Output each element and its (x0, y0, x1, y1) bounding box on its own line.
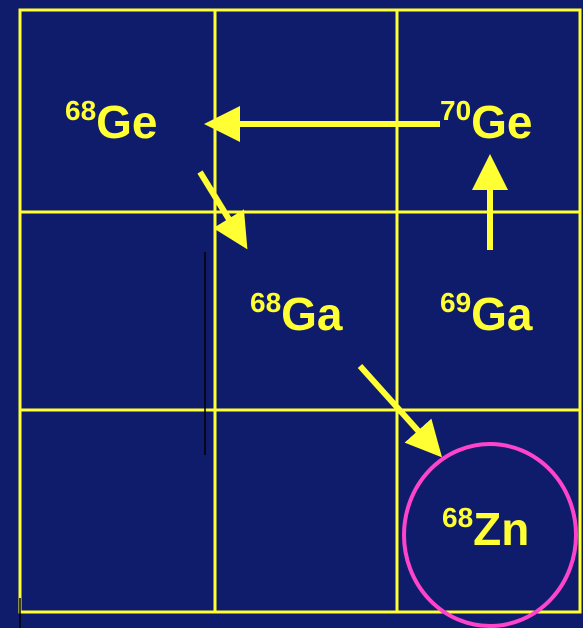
mass-number: 70 (440, 95, 471, 126)
grid-border (18, 8, 582, 614)
element-symbol: Ga (471, 288, 533, 340)
element-symbol: Ge (96, 96, 157, 148)
isotope-label: 70Ge (440, 95, 533, 148)
isotope-label: 68Ge (65, 95, 158, 148)
highlight-circle (402, 442, 578, 628)
isotope-label: 68Ga (250, 287, 343, 340)
arrows (197, 106, 508, 458)
mass-number: 68 (250, 287, 281, 318)
element-symbol: Ge (471, 96, 532, 148)
mass-number: 68 (442, 502, 473, 533)
mass-number: 69 (440, 287, 471, 318)
isotope-label: 69Ga (440, 287, 533, 340)
isotope-label: 68Zn (442, 502, 529, 555)
element-symbol: Ga (281, 288, 343, 340)
element-symbol: Zn (473, 503, 529, 555)
arrow (197, 170, 248, 250)
mass-number: 68 (65, 95, 96, 126)
arrow (357, 363, 443, 458)
